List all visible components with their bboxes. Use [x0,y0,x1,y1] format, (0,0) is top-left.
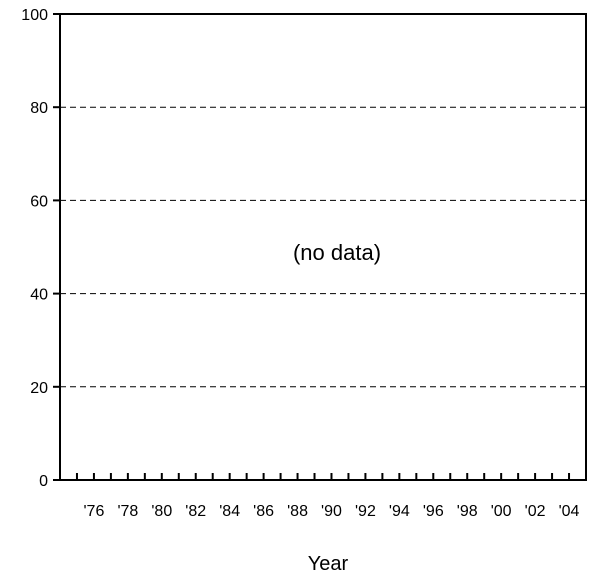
x-tick-label-2004: '04 [559,503,580,520]
x-tick-label-1978: '78 [117,503,138,520]
x-tick-label-1992: '92 [355,503,376,520]
grid-lines [60,106,586,388]
x-tick-label-1982: '82 [185,503,206,520]
x-axis-title: Year [308,553,349,575]
x-tick-label-1996: '96 [423,503,444,520]
x-tick-label-1976: '76 [84,503,105,520]
x-tick-label-2000: '00 [491,503,512,520]
x-axis-ticks: '76 '78 '80 '82 '84 '86 '88 '90 '92 '94 '96 '98 '00 '… [75,473,580,520]
x-tick-label-1988: '88 [287,503,308,520]
x-tick-label-1984: '84 [219,503,240,520]
plot-frame [59,13,587,481]
x-tick-label-2002: '02 [525,503,546,520]
y-tick-label-40: 40 [30,287,48,304]
x-tick-label-1980: '80 [151,503,172,520]
y-axis-ticks: 0 20 40 60 80 100 [21,7,60,490]
x-tick-label-1986: '86 [253,503,274,520]
x-tick-label-1994: '94 [389,503,410,520]
y-tick-label-80: 80 [30,100,48,117]
y-tick-label-60: 60 [30,193,48,210]
no-data-annotation: (no data) [293,240,381,265]
x-tick-label-1990: '90 [321,503,342,520]
y-tick-label-100: 100 [21,7,48,24]
y-tick-label-0: 0 [39,473,48,490]
x-tick-label-1998: '98 [457,503,478,520]
y-tick-label-20: 20 [30,380,48,397]
